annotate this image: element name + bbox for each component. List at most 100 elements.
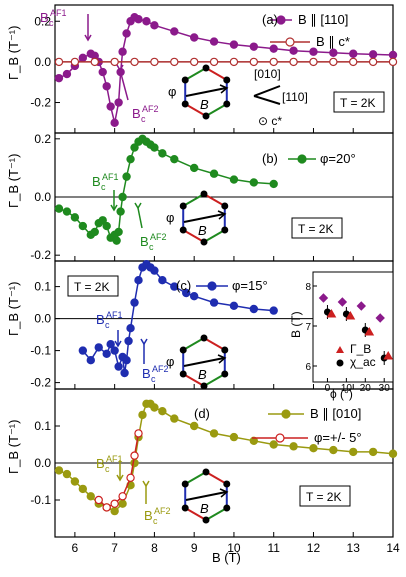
- lattice-site: [202, 516, 210, 524]
- data-point: [86, 356, 95, 365]
- inset-legend-2: χ_ac: [350, 355, 376, 369]
- data-point: [170, 414, 179, 423]
- y-axis-label-d: Γ_B (T⁻¹): [6, 420, 21, 474]
- inset-legend-marker: [336, 346, 344, 353]
- y-tick-label: 0.0: [34, 190, 51, 204]
- x-tick-label: 10: [227, 541, 241, 555]
- arrowhead-icon: [116, 474, 124, 482]
- data-point: [78, 484, 88, 494]
- hexagon-edge: [203, 193, 226, 207]
- x-tick-label: 13: [347, 541, 361, 555]
- legend-marker: [285, 37, 295, 47]
- direction-arrows-icon: [253, 85, 281, 105]
- data-point: [114, 362, 123, 371]
- data-point: [110, 506, 119, 516]
- lattice-site: [200, 334, 208, 342]
- data-point: [126, 473, 135, 482]
- legend-marker: [275, 433, 285, 443]
- critical-field-sup: AF1: [50, 8, 67, 18]
- data-point: [269, 57, 278, 67]
- data-point: [106, 102, 115, 111]
- data-point: [102, 82, 111, 91]
- lattice-site: [179, 226, 187, 234]
- data-point: [102, 221, 111, 231]
- inset-x-tick-label: 20: [360, 383, 372, 394]
- y-tick-label: 0.0: [34, 312, 51, 326]
- x-tick-label: 11: [267, 541, 280, 555]
- hexagon-edge: [205, 67, 228, 81]
- temp-label-b: T = 2K: [298, 222, 333, 236]
- data-point: [102, 349, 111, 358]
- phi-label: φ: [166, 354, 174, 369]
- data-point: [209, 37, 219, 46]
- critical-field-sup: AF2: [152, 364, 169, 374]
- arrowhead-icon: [142, 480, 150, 488]
- data-point: [289, 46, 298, 55]
- temp-label-a: T = 2K: [340, 96, 375, 110]
- data-point: [249, 436, 259, 445]
- data-point: [98, 67, 107, 77]
- inset-y-tick-label: 7: [305, 322, 311, 333]
- data-point: [349, 57, 358, 67]
- vector-b-label: B: [198, 223, 207, 238]
- data-point: [388, 57, 398, 67]
- lattice-site: [181, 76, 189, 84]
- legend-a1-label: B ∥ [110]: [298, 12, 348, 27]
- inset-point: [375, 313, 385, 323]
- y-tick-label: 0.2: [34, 14, 51, 28]
- critical-field-sub: c: [153, 516, 158, 526]
- lattice-site: [221, 226, 229, 234]
- inset-point: [326, 308, 337, 318]
- hexagon-edge: [182, 193, 205, 207]
- lattice-site: [223, 76, 231, 84]
- x-axis-label: B (T): [212, 550, 241, 565]
- arrowhead-icon: [116, 64, 124, 72]
- lattice-site: [202, 64, 210, 72]
- data-point: [170, 27, 179, 36]
- hexagon-edge: [205, 507, 228, 521]
- data-point: [329, 57, 338, 67]
- data-point: [102, 503, 111, 512]
- data-point: [189, 57, 199, 67]
- data-point: [309, 47, 318, 56]
- data-point: [110, 346, 119, 355]
- hexagon-edge: [184, 471, 207, 485]
- phi-label: φ: [166, 210, 174, 225]
- data-point: [124, 336, 133, 346]
- hexagon-edge: [182, 337, 205, 351]
- data-point: [189, 163, 199, 173]
- critical-field-sub: c: [141, 114, 146, 124]
- data-point: [138, 410, 147, 420]
- critical-field-arrow: [137, 207, 143, 229]
- temp-box-d: [299, 485, 351, 507]
- inset-point: [337, 297, 348, 307]
- y-tick-label: -0.1: [30, 493, 51, 507]
- critical-field-sup: AF2: [150, 232, 167, 242]
- field-arrow: [185, 87, 227, 97]
- lattice-site: [181, 504, 189, 512]
- critical-field-label: B: [96, 456, 105, 471]
- inset-point: [318, 293, 329, 303]
- panel-label-d: (d): [194, 406, 210, 421]
- y-tick-label: 0.0: [34, 456, 51, 470]
- critical-field-label: B: [96, 312, 105, 327]
- hexagon-edge: [184, 103, 207, 117]
- arrowhead-icon: [219, 488, 229, 498]
- hexagon-edge: [182, 229, 205, 243]
- y-axis-label-a: Γ_B (T⁻¹): [6, 26, 21, 80]
- data-point: [78, 53, 88, 63]
- data-point: [70, 57, 80, 67]
- arrowhead-icon: [110, 204, 118, 212]
- data-point: [349, 49, 358, 58]
- data-point: [130, 57, 139, 67]
- data-point: [229, 432, 239, 442]
- data-point: [189, 421, 199, 431]
- data-point: [98, 216, 107, 225]
- data-point: [249, 178, 259, 187]
- legend-b-label: φ=20°: [320, 151, 356, 166]
- data-point: [110, 118, 119, 128]
- legend-marker: [276, 15, 286, 25]
- field-arrow: [183, 357, 225, 367]
- data-point: [90, 227, 99, 237]
- data-point: [94, 343, 103, 352]
